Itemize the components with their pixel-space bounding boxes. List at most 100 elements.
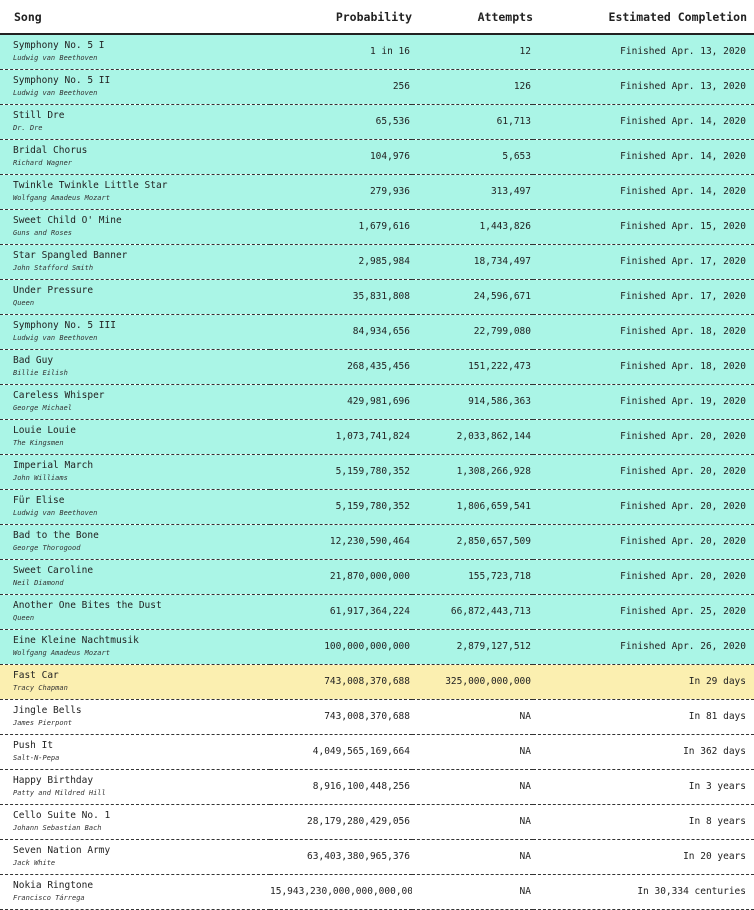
estimated-completion-cell: In 81 days [533, 699, 754, 735]
probability-cell: 28,179,280,429,056 [270, 804, 412, 840]
probability-cell: 429,981,696 [270, 384, 412, 420]
table-row: Bad to the Bone George Thorogood 12,230,59… [0, 524, 754, 560]
song-cell: Happy Birthday Patty and Mildred Hill [0, 769, 270, 805]
estimated-completion-cell: In 30,334 centuries [533, 874, 754, 910]
song-title: Bad to the Bone [13, 530, 99, 541]
song-title: Seven Nation Army [13, 845, 111, 856]
probability-cell: 61,917,364,224 [270, 594, 412, 630]
attempts-cell: 1,308,266,928 [412, 454, 533, 490]
probability-cell: 12,230,590,464 [270, 524, 412, 560]
table-row: Sweet Caroline Neil Diamond 21,870,000,000… [0, 559, 754, 595]
song-cell: Cello Suite No. 1 Johann Sebastian Bach [0, 804, 270, 840]
song-title: Eine Kleine Nachtmusik [13, 635, 139, 646]
probability-cell: 100,000,000,000 [270, 629, 412, 665]
estimated-completion-cell: Finished Apr. 20, 2020 [533, 489, 754, 525]
estimated-completion-cell: Finished Apr. 25, 2020 [533, 594, 754, 630]
table-row: Symphony No. 5 III Ludwig van Beethoven 84… [0, 314, 754, 350]
estimated-completion-cell: Finished Apr. 14, 2020 [533, 104, 754, 140]
song-artist: Patty and Mildred Hill [13, 789, 106, 797]
attempts-cell: 914,586,363 [412, 384, 533, 420]
song-title: Jingle Bells [13, 705, 82, 716]
song-title: Star Spangled Banner [13, 250, 128, 261]
song-title: Nokia Ringtone [13, 880, 94, 891]
song-artist: Jack White [13, 859, 56, 867]
probability-cell: 65,536 [270, 104, 412, 140]
table-header: Song Probability Attempts Estimated Comp… [0, 0, 754, 35]
song-artist: Ludwig van Beethoven [13, 334, 98, 342]
estimated-completion-cell: Finished Apr. 13, 2020 [533, 69, 754, 105]
estimated-completion-cell: Finished Apr. 20, 2020 [533, 559, 754, 595]
attempts-cell: 126 [412, 69, 533, 105]
probability-cell: 1,073,741,824 [270, 419, 412, 455]
estimated-completion-cell: In 20 years [533, 839, 754, 875]
estimated-completion-cell: Finished Apr. 26, 2020 [533, 629, 754, 665]
attempts-cell: 66,872,443,713 [412, 594, 533, 630]
estimated-completion-cell: In 8 years [533, 804, 754, 840]
probability-cell: 63,403,380,965,376 [270, 839, 412, 875]
song-artist: The Kingsmen [13, 439, 64, 447]
song-artist: George Michael [13, 404, 73, 412]
column-header-probability: Probability [270, 0, 412, 35]
attempts-cell: 2,850,657,509 [412, 524, 533, 560]
song-title: Bridal Chorus [13, 145, 88, 156]
attempts-cell: 2,033,862,144 [412, 419, 533, 455]
song-cell: Bad to the Bone George Thorogood [0, 524, 270, 560]
estimated-completion-cell: Finished Apr. 17, 2020 [533, 279, 754, 315]
song-cell: Symphony No. 5 III Ludwig van Beethoven [0, 314, 270, 350]
song-title: Sweet Caroline [13, 565, 94, 576]
table-row: Für Elise Ludwig van Beethoven 5,159,780,3… [0, 489, 754, 525]
song-artist: Wolfgang Amadeus Mozart [13, 194, 110, 202]
attempts-cell: 325,000,000,000 [412, 664, 533, 700]
song-title: Push It [13, 740, 54, 751]
estimated-completion-cell: Finished Apr. 14, 2020 [533, 174, 754, 210]
table-row: Cello Suite No. 1 Johann Sebastian Bach 28… [0, 804, 754, 840]
song-cell: Eine Kleine Nachtmusik Wolfgang Amadeus M… [0, 629, 270, 665]
song-cell: Another One Bites the Dust Queen [0, 594, 270, 630]
table-row: Twinkle Twinkle Little Star Wolfgang Amad… [0, 174, 754, 210]
estimated-completion-cell: Finished Apr. 18, 2020 [533, 349, 754, 385]
song-title: Twinkle Twinkle Little Star [13, 180, 168, 191]
song-cell: Symphony No. 5 I Ludwig van Beethoven [0, 34, 270, 70]
estimated-completion-cell: Finished Apr. 20, 2020 [533, 419, 754, 455]
song-cell: Star Spangled Banner John Stafford Smith [0, 244, 270, 280]
attempts-cell: 313,497 [412, 174, 533, 210]
attempts-cell: 151,222,473 [412, 349, 533, 385]
song-artist: Ludwig van Beethoven [13, 54, 98, 63]
attempts-cell: 22,799,080 [412, 314, 533, 350]
estimated-completion-cell: Finished Apr. 20, 2020 [533, 524, 754, 560]
column-header-song: Song [0, 0, 270, 35]
song-title: Cello Suite No. 1 [13, 810, 111, 821]
attempts-cell: 61,713 [412, 104, 533, 140]
song-title: Symphony No. 5 I [13, 40, 105, 52]
probability-cell: 743,008,370,688 [270, 664, 412, 700]
song-artist: Richard Wagner [13, 159, 73, 167]
song-artist: Billie Eilish [13, 369, 68, 377]
attempts-cell: NA [412, 874, 533, 910]
song-cell: Twinkle Twinkle Little Star Wolfgang Amad… [0, 174, 270, 210]
estimated-completion-cell: Finished Apr. 17, 2020 [533, 244, 754, 280]
probability-cell: 15,943,230,000,000,000,000 [270, 874, 412, 910]
song-cell: Sweet Caroline Neil Diamond [0, 559, 270, 595]
table-row: Bad Guy Billie Eilish 268,435,456 151,222,4… [0, 349, 754, 385]
song-title: Sweet Child O' Mine [13, 215, 122, 226]
song-cell: Under Pressure Queen [0, 279, 270, 315]
song-artist: Ludwig van Beethoven [13, 89, 98, 97]
song-title: Imperial March [13, 460, 94, 471]
song-title: Für Elise [13, 495, 65, 506]
attempts-cell: 155,723,718 [412, 559, 533, 595]
song-title: Happy Birthday [13, 775, 94, 786]
probability-cell: 104,976 [270, 139, 412, 175]
probability-cell: 35,831,808 [270, 279, 412, 315]
song-cell: Nokia Ringtone Francisco Tárrega [0, 874, 270, 910]
song-artist: Wolfgang Amadeus Mozart [13, 649, 110, 657]
probability-cell: 256 [270, 69, 412, 105]
column-header-attempts: Attempts [412, 0, 533, 35]
song-title: Symphony No. 5 III [13, 320, 116, 331]
estimated-completion-cell: Finished Apr. 13, 2020 [533, 34, 754, 70]
probability-cell: 5,159,780,352 [270, 489, 412, 525]
song-artist: John Williams [13, 474, 68, 482]
probability-cell: 268,435,456 [270, 349, 412, 385]
song-artist: John Stafford Smith [13, 264, 94, 272]
table-row: Still Dre Dr. Dre 65,536 61,713 Finished Apr… [0, 104, 754, 140]
